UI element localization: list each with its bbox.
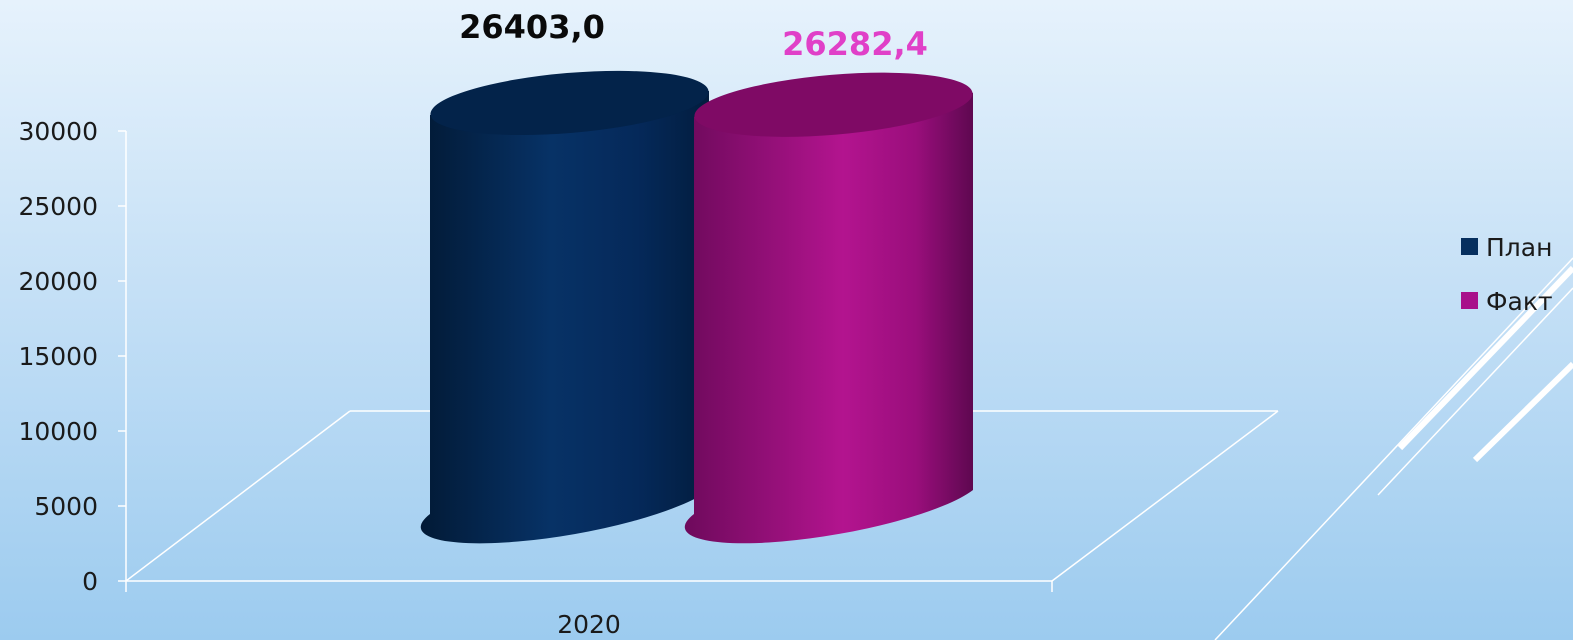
decor-line — [1214, 257, 1573, 640]
y-tick-label: 30000 — [18, 117, 98, 146]
bar-plan-top — [430, 70, 709, 136]
y-tick-label: 10000 — [18, 417, 98, 446]
legend: План Факт — [1461, 233, 1553, 316]
y-tick-label: 5000 — [34, 492, 98, 521]
legend-label-fact: Факт — [1486, 287, 1553, 316]
y-axis-ticks: 0 5000 10000 15000 20000 25000 30000 — [18, 117, 126, 596]
y-axis: 0 5000 10000 15000 20000 25000 30000 — [18, 117, 127, 596]
y-tick-label: 20000 — [18, 267, 98, 296]
bar-fact-top — [694, 72, 973, 137]
bar-plan — [420, 70, 709, 544]
bar-plan-body — [420, 90, 709, 544]
legend-label-plan: План — [1486, 233, 1552, 262]
decor-line — [1397, 265, 1573, 451]
bar-fact — [684, 72, 973, 544]
bars — [420, 70, 973, 544]
data-label-fact: 26282,4 — [782, 25, 928, 63]
legend-swatch-fact — [1461, 292, 1478, 309]
decorative-lines — [1214, 257, 1573, 640]
legend-swatch-plan — [1461, 238, 1478, 255]
bar-fact-body — [684, 92, 973, 544]
floor-left-edge — [125, 410, 351, 582]
y-tick-label: 0 — [82, 567, 98, 596]
decor-line — [1377, 287, 1573, 496]
y-tick-label: 25000 — [18, 192, 98, 221]
floor-right-edge — [1051, 410, 1279, 582]
x-tick-label-2020: 2020 — [557, 610, 621, 639]
data-label-plan: 26403,0 — [459, 8, 605, 46]
decor-line — [1472, 361, 1573, 463]
y-tick-label: 15000 — [18, 342, 98, 371]
